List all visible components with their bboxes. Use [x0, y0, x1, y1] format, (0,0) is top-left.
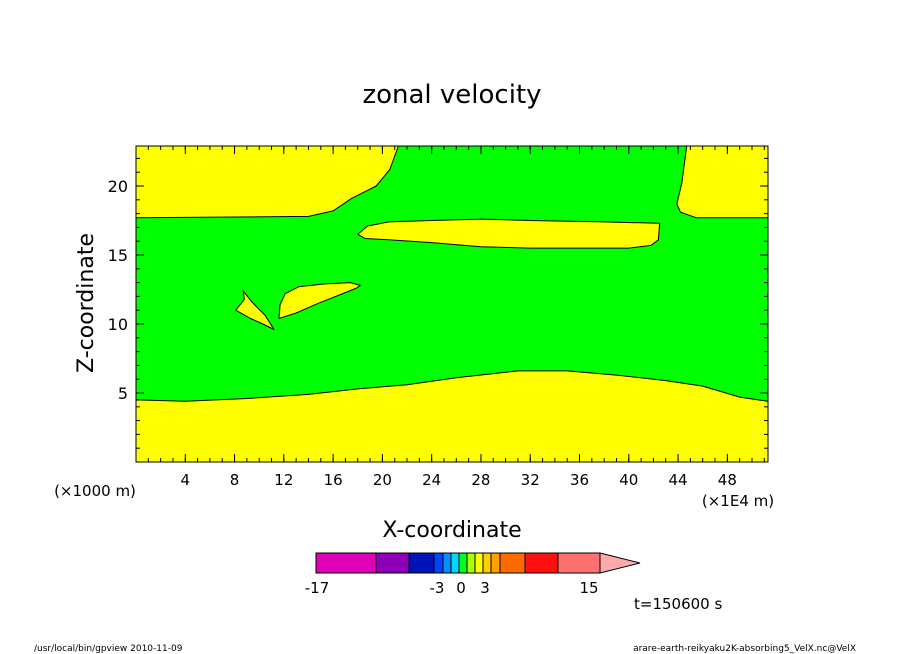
colorbar-swatch — [433, 552, 444, 574]
contour-region-top-right-region — [676, 145, 769, 219]
colorbar-swatch — [315, 552, 377, 574]
colorbar-swatch — [466, 552, 476, 574]
contour-region-upper-elongated-blob — [357, 218, 661, 249]
chart-title: zonal velocity — [362, 80, 541, 110]
colorbar — [315, 552, 641, 574]
x-tick-label: 32 — [521, 471, 540, 489]
x-tick-label: 48 — [718, 471, 737, 489]
colorbar-swatch — [499, 552, 526, 574]
colorbar-swatch — [408, 552, 435, 574]
footer-right: arare-earth-reikyaku2K-absorbing5_VelX.n… — [633, 644, 856, 654]
x-tick-label: 28 — [471, 471, 490, 489]
y-tick-label: 20 — [108, 177, 128, 196]
plot-frame — [135, 145, 769, 463]
colorbar-label-neg: -3 — [430, 579, 445, 597]
colorbar-swatch — [524, 552, 559, 574]
colorbar-swatch — [458, 552, 468, 574]
y-unit-label: (×1000 m) — [54, 482, 136, 500]
x-tick-label: 8 — [230, 471, 240, 489]
y-tick-label: 10 — [108, 315, 128, 334]
colorbar-label-zero: 0 — [456, 579, 466, 597]
y-tick-label: 5 — [118, 384, 128, 403]
colorbar-swatch — [474, 552, 484, 574]
contour-region-small-blob-right — [278, 282, 361, 319]
x-tick-label: 20 — [373, 471, 392, 489]
y-axis-label: Z-coordinate — [74, 233, 99, 373]
x-axis-label: X-coordinate — [382, 518, 521, 543]
time-annotation: t=150600 s — [634, 595, 722, 613]
contour-region-top-left-region — [135, 145, 399, 219]
y-tick-label: 15 — [108, 246, 128, 265]
contour-region-bottom-band — [135, 370, 769, 463]
colorbar-swatch — [557, 552, 601, 574]
colorbar-extend-arrow — [599, 552, 641, 574]
x-unit-label: (×1E4 m) — [702, 492, 774, 510]
x-tick-label: 36 — [570, 471, 589, 489]
colorbar-swatch — [450, 552, 460, 574]
x-tick-label: 12 — [274, 471, 293, 489]
colorbar-label-pos: 3 — [480, 579, 490, 597]
colorbar-label-max: 15 — [579, 579, 598, 597]
x-tick-label: 4 — [181, 471, 191, 489]
contour-region-small-blob-left — [235, 290, 275, 330]
x-tick-label: 40 — [619, 471, 638, 489]
x-tick-label: 16 — [324, 471, 343, 489]
colorbar-swatch — [375, 552, 410, 574]
colorbar-swatch — [442, 552, 452, 574]
colorbar-swatch — [482, 552, 492, 574]
footer-left: /usr/local/bin/gpview 2010-11-09 — [34, 644, 183, 654]
colorbar-swatch — [490, 552, 501, 574]
colorbar-label-min: -17 — [305, 579, 330, 597]
x-tick-label: 44 — [669, 471, 688, 489]
x-tick-label: 24 — [422, 471, 441, 489]
